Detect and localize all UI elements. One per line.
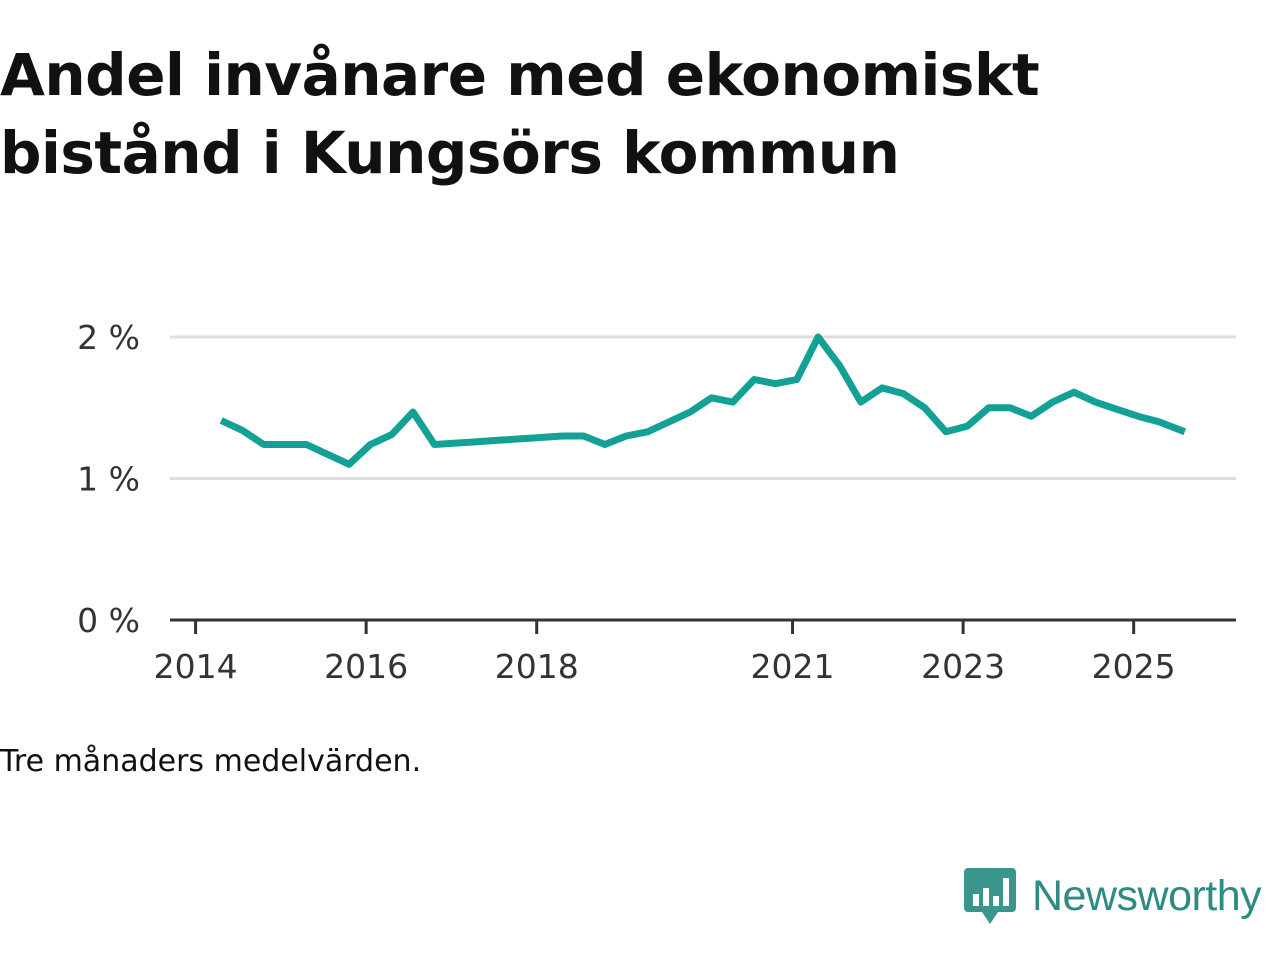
data-point — [667, 420, 671, 424]
data-point — [1136, 414, 1140, 418]
y-tick-label: 2 % — [77, 318, 140, 357]
chart-svg: 0 % 1 % 2 % 2014 2016 2018 2021 2023 2025 — [77, 318, 1236, 686]
data-point — [304, 443, 308, 447]
data-point — [496, 438, 500, 442]
gridlines — [170, 335, 1236, 480]
x-tick-label: 2016 — [324, 647, 408, 686]
data-point — [454, 441, 458, 445]
data-point — [880, 386, 884, 390]
data-point — [837, 363, 841, 367]
footnote: Tre månaders medelvärden. — [0, 744, 422, 779]
data-point — [241, 428, 245, 432]
data-point — [710, 396, 714, 400]
data-point — [1051, 400, 1055, 404]
newsworthy-logo[interactable]: Newsworthy — [964, 864, 1262, 928]
data-point — [1029, 414, 1033, 418]
data-point — [688, 410, 692, 414]
x-tick-label: 2023 — [921, 647, 1005, 686]
data-point — [1008, 406, 1012, 410]
series-line — [219, 333, 1187, 468]
data-point — [774, 382, 778, 386]
data-point — [1072, 390, 1076, 394]
data-point — [795, 378, 799, 382]
data-point — [1183, 430, 1187, 434]
data-point — [390, 433, 394, 437]
y-tick-label: 0 % — [77, 601, 140, 640]
data-point — [219, 419, 223, 423]
y-axis: 0 % 1 % 2 % — [77, 318, 140, 640]
x-axis: 2014 2016 2018 2021 2023 2025 — [154, 618, 1236, 686]
x-tick-label: 2018 — [495, 647, 579, 686]
x-tick-label: 2025 — [1092, 647, 1176, 686]
data-point — [646, 430, 650, 434]
y-tick-label: 1 % — [77, 460, 140, 499]
data-point — [1093, 400, 1097, 404]
line-chart: 0 % 1 % 2 % 2014 2016 2018 2021 2023 2025 — [0, 300, 1280, 700]
data-point — [965, 424, 969, 428]
data-point — [624, 434, 628, 438]
data-point — [582, 434, 586, 438]
series-layer — [219, 333, 1187, 468]
data-point — [326, 452, 330, 456]
data-point — [539, 436, 543, 440]
data-point — [518, 437, 522, 441]
data-point — [901, 392, 905, 396]
data-point — [475, 440, 479, 444]
data-point — [923, 406, 927, 410]
data-point — [603, 443, 607, 447]
data-point — [752, 378, 756, 382]
data-point — [731, 400, 735, 404]
data-point — [432, 443, 436, 447]
data-point — [1115, 407, 1119, 411]
bar-chart-speech-bubble-icon — [964, 868, 1016, 924]
brand-name: Newsworthy — [1032, 871, 1262, 920]
data-point — [859, 400, 863, 404]
data-point — [411, 410, 415, 414]
x-tick-label: 2021 — [751, 647, 835, 686]
data-point — [987, 406, 991, 410]
x-tick-label: 2014 — [154, 647, 238, 686]
data-point — [560, 434, 564, 438]
chart-title: Andel invånare med ekonomiskt bistånd i … — [0, 41, 1040, 187]
data-point — [368, 443, 372, 447]
data-point — [816, 335, 820, 339]
data-point — [1157, 420, 1161, 424]
data-point — [347, 462, 351, 466]
data-point — [262, 443, 266, 447]
data-point — [283, 443, 287, 447]
data-point — [944, 430, 948, 434]
